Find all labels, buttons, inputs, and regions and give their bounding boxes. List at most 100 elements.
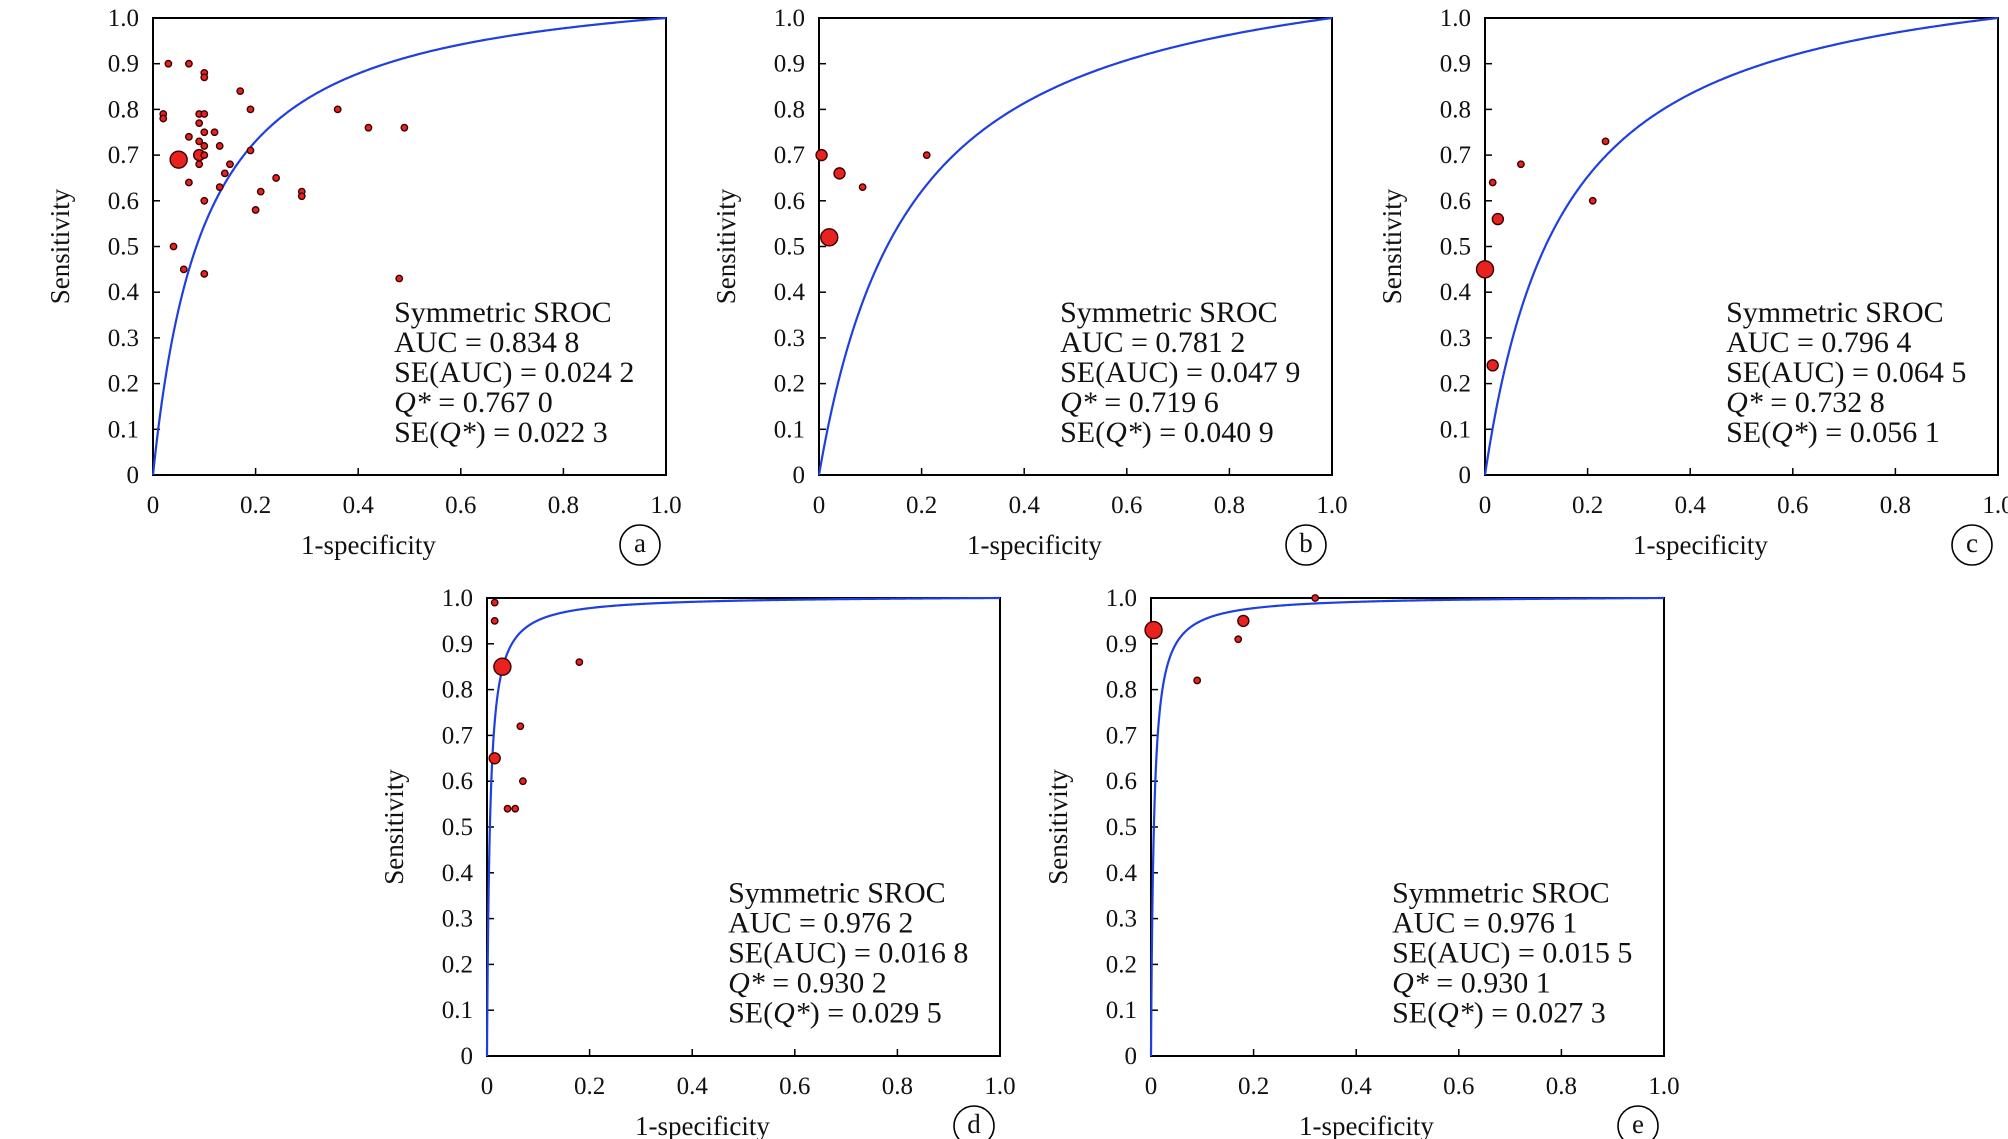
- y-tick-label: 0.4: [1106, 860, 1138, 887]
- q-star-symbol: Q*: [728, 967, 765, 1000]
- study-point: [236, 87, 245, 96]
- y-tick-label: 0.8: [774, 96, 805, 123]
- study-point: [200, 110, 209, 118]
- se-q-value: ) = 0.022 3: [476, 416, 608, 449]
- x-axis-title: 1-specificity: [1299, 1111, 1434, 1139]
- study-point: [395, 274, 404, 283]
- sroc-curve: [817, 16, 1333, 476]
- study-point: [220, 169, 229, 178]
- x-tick-label: 0: [481, 1073, 494, 1100]
- y-tick-label: 1.0: [442, 585, 473, 612]
- se-q-prefix: SE(: [1392, 997, 1437, 1030]
- study-point: [256, 187, 265, 196]
- panel-letter-badge: [1285, 524, 1327, 566]
- x-tick-label: 0.2: [1572, 492, 1603, 519]
- study-point: [185, 132, 193, 141]
- y-tick-label: 0.9: [1440, 51, 1471, 78]
- q-star-symbol: Q*: [1726, 386, 1763, 419]
- panel-c: 0 0.1 0.2 0.3 0.4 0.5 0.6 0.7 0.8 0.9 1.0 0 0.2 0.4 0.…: [1377, 5, 2008, 566]
- y-tick-label: 0.7: [442, 722, 473, 749]
- study-point: [185, 178, 193, 187]
- x-tick-label: 1.0: [1648, 1073, 1679, 1100]
- y-tick-label: 0.1: [1106, 997, 1137, 1024]
- y-tick-label: 0.7: [108, 142, 139, 169]
- panel-a: 0 0.1 0.2 0.3 0.4 0.5 0.6 0.7 0.8 0.9 1.0 0 0.2 0.4 0.…: [45, 5, 682, 566]
- panel-letter: b: [1299, 528, 1313, 558]
- x-tick-label: 0.4: [677, 1073, 709, 1100]
- y-tick-label: 0.5: [1440, 234, 1471, 261]
- study-point: [1237, 614, 1250, 628]
- study-point: [1234, 635, 1243, 644]
- study-point: [164, 59, 173, 68]
- se-q-symbol: Q*: [773, 997, 810, 1030]
- y-tick-label: 0.6: [774, 188, 805, 215]
- x-tick-label: 0.8: [882, 1073, 913, 1100]
- sroc-curve: [151, 16, 667, 476]
- x-tick-label: 0.8: [1214, 492, 1245, 519]
- y-tick-label: 0.1: [774, 416, 805, 443]
- study-point: [159, 114, 168, 123]
- annotation-q-star: Q* = 0.930 2: [728, 967, 887, 1000]
- y-tick-label: 0.5: [1106, 814, 1137, 841]
- annotation-se-auc: SE(AUC) = 0.015 5: [1392, 937, 1632, 970]
- annotation-se-q-star: SE(Q*) = 0.056 1: [1726, 416, 1940, 449]
- y-tick-label: 0: [461, 1043, 474, 1070]
- x-tick-label: 1.0: [984, 1073, 1015, 1100]
- panel-b: 0 0.1 0.2 0.3 0.4 0.5 0.6 0.7 0.8 0.9 1.0 0 0.2 0.4 0.…: [711, 5, 1348, 566]
- annotation-q-star: Q* = 0.719 6: [1060, 386, 1219, 419]
- y-tick-label: 0.2: [774, 371, 805, 398]
- y-axis-title: Sensitivity: [1043, 769, 1073, 885]
- y-tick-label: 0.4: [774, 279, 806, 306]
- annotation-se-q-star: SE(Q*) = 0.022 3: [394, 416, 608, 449]
- x-tick-label: 0.6: [1777, 492, 1808, 519]
- x-tick-label: 0.8: [1880, 492, 1911, 519]
- study-point: [575, 658, 584, 667]
- panel-letter: c: [1966, 528, 1978, 558]
- study-point: [215, 183, 224, 191]
- y-tick-label: 0.9: [774, 51, 805, 78]
- y-axis-title: Sensitivity: [45, 188, 75, 304]
- se-q-value: ) = 0.040 9: [1142, 416, 1274, 449]
- sroc-curve: [1483, 16, 1999, 476]
- study-point: [185, 59, 193, 68]
- study-point: [490, 617, 499, 625]
- annotation-se-auc: SE(AUC) = 0.016 8: [728, 937, 968, 970]
- y-tick-label: 0.2: [108, 371, 139, 398]
- study-point: [226, 160, 234, 169]
- y-tick-label: 0.7: [1106, 722, 1137, 749]
- y-tick-label: 0.3: [1440, 325, 1471, 352]
- y-tick-label: 0.3: [774, 325, 805, 352]
- y-tick-label: 0.6: [442, 768, 473, 795]
- study-point: [179, 265, 188, 274]
- study-point: [820, 228, 839, 247]
- study-point: [1517, 160, 1525, 169]
- study-point: [511, 804, 520, 813]
- y-tick-label: 0.2: [1106, 951, 1137, 978]
- y-tick-label: 0.4: [108, 279, 140, 306]
- y-tick-label: 0: [1125, 1043, 1138, 1070]
- y-tick-label: 0.9: [1106, 631, 1137, 658]
- panel-letter-badge: [1951, 524, 1993, 566]
- study-point: [200, 196, 209, 205]
- y-tick-label: 0: [793, 462, 806, 489]
- y-tick-label: 0.3: [442, 906, 473, 933]
- study-point: [833, 167, 846, 180]
- annotation-q-star: Q* = 0.930 1: [1392, 967, 1551, 1000]
- study-point: [1491, 212, 1505, 226]
- panel-letter-badge: [619, 524, 661, 566]
- x-tick-label: 0.8: [1546, 1073, 1577, 1100]
- study-point: [1488, 178, 1497, 187]
- x-tick-label: 0: [1479, 492, 1492, 519]
- x-tick-label: 1.0: [650, 492, 681, 519]
- x-tick-label: 0: [147, 492, 160, 519]
- x-tick-label: 0.2: [906, 492, 937, 519]
- study-point: [815, 148, 828, 162]
- study-point: [195, 137, 204, 146]
- annotation-auc: AUC = 0.976 2: [728, 907, 913, 940]
- study-point: [1486, 359, 1499, 372]
- y-tick-label: 0.1: [108, 416, 139, 443]
- study-point: [169, 242, 178, 251]
- x-tick-label: 0.4: [1341, 1073, 1373, 1100]
- study-point: [195, 119, 204, 128]
- y-tick-label: 0.6: [1440, 188, 1471, 215]
